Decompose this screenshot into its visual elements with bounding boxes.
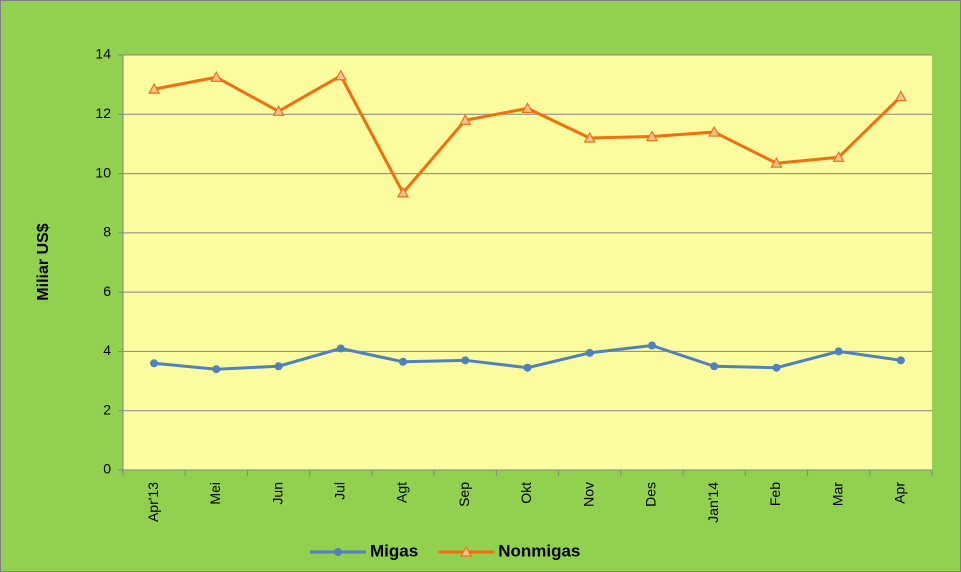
y-tick-label: 8 <box>103 224 111 240</box>
x-tick-label: Jan'14 <box>705 482 721 523</box>
point <box>585 348 594 357</box>
x-tick-label: Apr <box>892 482 908 504</box>
y-tick-label: 6 <box>103 283 111 299</box>
x-tick-label: Jul <box>332 482 348 500</box>
point <box>647 341 656 350</box>
y-tick-label: 12 <box>95 105 111 121</box>
point <box>894 90 907 102</box>
point <box>834 347 843 356</box>
y-tick-label: 2 <box>103 401 111 417</box>
legend-label: Nonmigas <box>498 541 580 560</box>
x-tick-label: Apr'13 <box>145 482 161 522</box>
point <box>212 365 221 374</box>
x-tick-label: Mei <box>207 482 223 505</box>
point <box>399 357 408 366</box>
y-tick-label: 14 <box>95 46 111 62</box>
point <box>397 186 410 198</box>
legend-label: Migas <box>370 541 418 560</box>
point <box>896 356 905 365</box>
y-tick-label: 10 <box>95 164 111 180</box>
point <box>336 344 345 353</box>
point <box>459 113 472 125</box>
x-tick-label: Nov <box>580 482 596 507</box>
plot-area <box>123 55 932 470</box>
x-tick-label: Mar <box>829 482 845 506</box>
point <box>521 102 534 113</box>
x-tick-label: Okt <box>518 482 534 504</box>
y-axis-label: Miliar US$ <box>35 223 52 300</box>
point <box>708 125 721 137</box>
point <box>274 362 283 371</box>
point <box>334 69 347 81</box>
legend-marker <box>460 545 473 557</box>
x-tick-label: Jun <box>269 482 285 505</box>
y-tick-label: 0 <box>103 461 111 477</box>
point <box>272 105 285 116</box>
point <box>523 363 532 372</box>
y-tick-label: 4 <box>103 342 111 358</box>
point <box>770 156 783 168</box>
point <box>772 363 781 372</box>
legend-marker <box>334 548 342 556</box>
point <box>150 359 159 368</box>
point <box>210 70 223 82</box>
x-tick-label: Sep <box>456 482 472 507</box>
point <box>832 151 845 162</box>
point <box>461 356 470 365</box>
x-tick-label: Des <box>643 482 659 507</box>
point <box>645 130 658 142</box>
x-tick-label: Feb <box>767 482 783 506</box>
point <box>710 362 719 371</box>
point <box>583 131 596 143</box>
point <box>148 82 161 94</box>
x-tick-label: Agt <box>394 482 410 503</box>
